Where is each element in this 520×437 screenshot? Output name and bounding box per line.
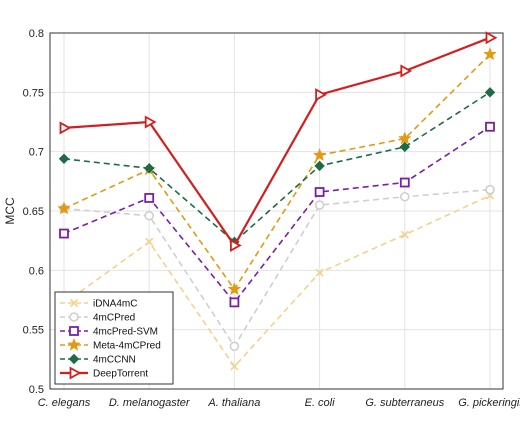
legend-marker: [69, 312, 79, 322]
data-point: [400, 64, 413, 78]
data-point: [400, 230, 409, 239]
legend-item: iDNA4mC: [60, 299, 137, 310]
legend-marker: [67, 337, 81, 351]
series-deeptorrent: [59, 31, 498, 252]
plot-frame: [49, 32, 504, 390]
legend-marker: [69, 366, 82, 380]
legend-item: 4mCPred: [60, 312, 135, 324]
data-point: [144, 210, 154, 221]
y-axis-label: MCC: [3, 197, 17, 225]
y-tick-label: 0.5: [29, 384, 44, 396]
x-tick-label: C. elegans: [38, 397, 91, 409]
y-tick-label: 0.75: [23, 87, 44, 99]
y-axis-ticks: 0.5 0.55 0.6 0.65 0.7 0.75 0.8: [23, 28, 44, 396]
grid: [50, 32, 503, 390]
legend-label: 4mCPred: [93, 313, 135, 324]
data-point: [144, 193, 155, 203]
legend: iDNA4mC 4mCPred 4mcPred-SVM Meta-4mCPred 4mC…: [54, 291, 174, 385]
legend-marker: [69, 298, 79, 308]
data-point: [229, 238, 242, 252]
legend-item: 4mcPred-SVM: [60, 326, 158, 338]
series-line: [63, 36, 491, 248]
data-point: [315, 268, 324, 277]
data-point: [399, 191, 410, 202]
data-point: [314, 160, 325, 172]
x-tick-label: G. subterraneus: [365, 397, 444, 409]
data-point: [399, 177, 410, 188]
legend-item: 4mCCNN: [60, 353, 136, 366]
x-tick-label: D. melanogaster: [109, 397, 191, 409]
data-point: [59, 121, 72, 135]
legend-marker: [69, 326, 79, 336]
series-line: [63, 188, 491, 348]
data-point: [143, 163, 155, 174]
y-tick-label: 0.6: [29, 265, 44, 277]
y-tick-label: 0.65: [23, 206, 44, 218]
data-point: [227, 282, 242, 296]
series-layer: [57, 31, 498, 371]
series-line: [63, 91, 491, 243]
legend-label: DeepTorrent: [93, 369, 148, 380]
data-point: [485, 121, 495, 132]
data-point: [59, 228, 69, 239]
data-point: [485, 184, 495, 195]
data-point: [144, 115, 157, 129]
y-tick-label: 0.7: [29, 147, 44, 159]
y-tick-label: 0.8: [29, 28, 44, 40]
data-point: [229, 341, 240, 352]
legend-box: [54, 291, 174, 385]
data-point: [485, 31, 498, 45]
series-4mcpred: [59, 184, 495, 352]
data-point: [397, 131, 412, 145]
y-tick-label: 0.55: [23, 325, 44, 337]
x-tick-label: G. pickeringii: [458, 397, 520, 409]
data-point: [230, 362, 239, 371]
data-point: [315, 88, 327, 102]
legend-marker: [68, 353, 80, 365]
data-point: [314, 187, 325, 197]
data-point: [314, 200, 325, 210]
series-line: [63, 194, 491, 368]
data-point: [483, 47, 497, 61]
legend-label: 4mcPred-SVM: [93, 327, 158, 338]
data-point: [484, 87, 496, 98]
legend-label: 4mCCNN: [93, 355, 136, 366]
series-4mcpred-svm: [59, 121, 495, 308]
x-axis-ticks: C. elegans D. melanogaster A. thaliana E. c…: [38, 397, 520, 409]
legend-label: Meta-4mCPred: [93, 341, 161, 352]
data-point: [399, 141, 411, 153]
series-line: [63, 53, 491, 291]
data-point: [57, 201, 71, 215]
data-point: [229, 297, 240, 308]
legend-item: DeepTorrent: [60, 366, 148, 380]
data-point: [312, 148, 327, 162]
data-point: [58, 153, 70, 164]
x-tick-label: A. thaliana: [207, 397, 260, 409]
data-point: [145, 237, 154, 246]
legend-item: Meta-4mCPred: [60, 337, 161, 352]
legend-label: iDNA4mC: [93, 299, 137, 310]
x-tick-label: E. coli: [305, 397, 336, 409]
